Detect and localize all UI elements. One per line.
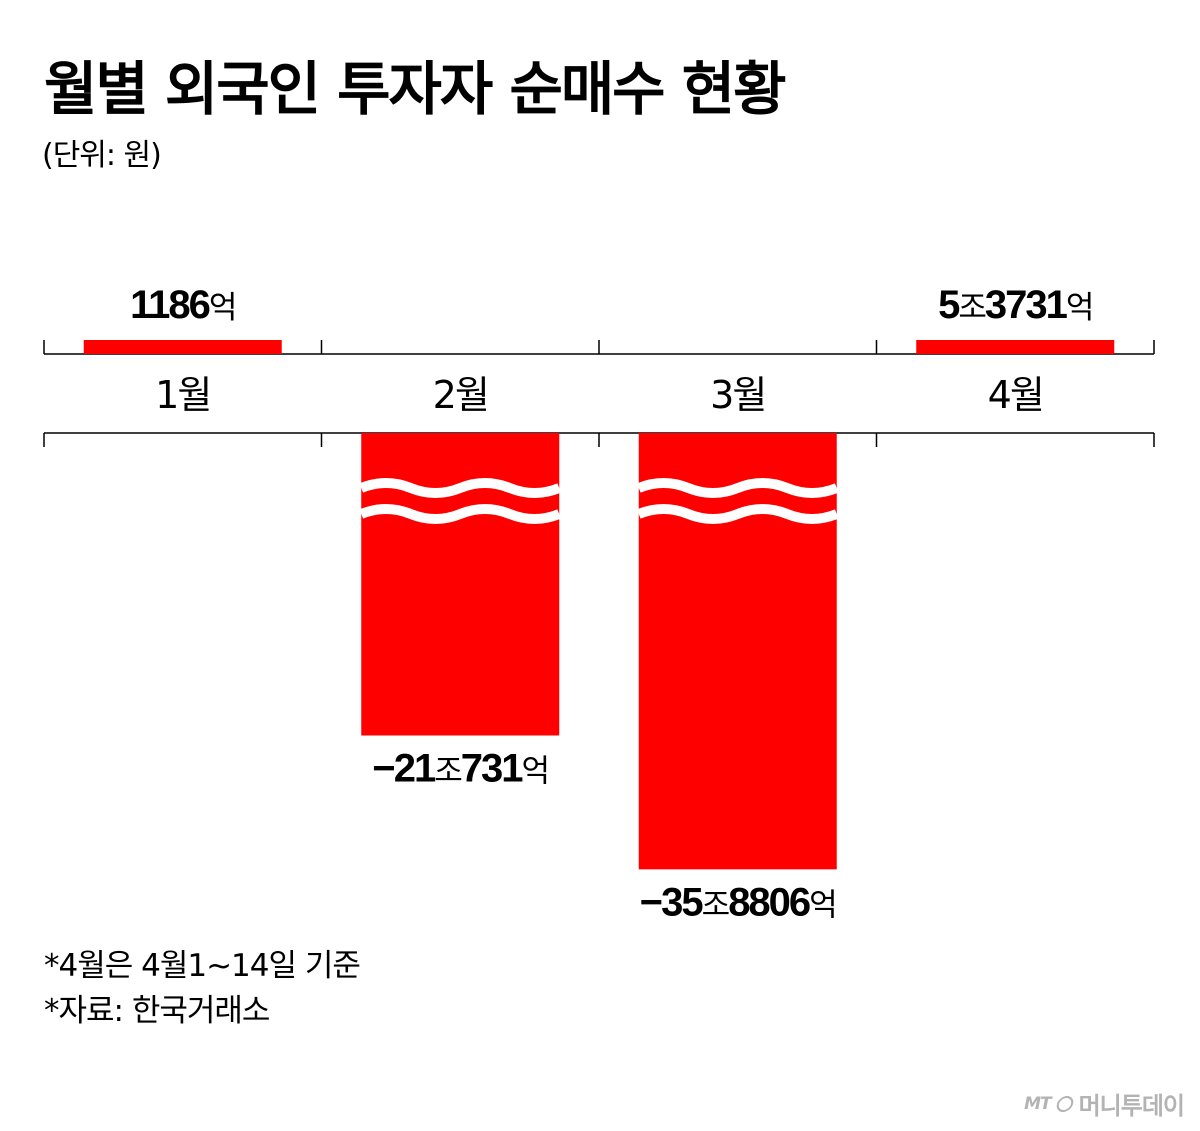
data-label-part: −35 — [640, 880, 704, 924]
data-label-part: 3731 — [985, 283, 1068, 327]
publisher-logo: MT 머니투데이 — [1024, 1086, 1185, 1121]
publisher-mark: MT — [1024, 1093, 1051, 1114]
data-label: 5조3731억 — [938, 283, 1092, 327]
period-note: *4월은 4월1~14일 기준 — [44, 948, 361, 984]
axis-break-mark — [636, 478, 839, 498]
unit-label: (단위: 원) — [42, 138, 162, 173]
data-label-part: 억 — [209, 290, 236, 325]
chart-title: 월별 외국인 투자자 순매수 현황 — [44, 55, 786, 123]
data-label-part: 조 — [958, 290, 985, 325]
data-label-part: 억 — [522, 754, 549, 789]
data-label-part: 억 — [809, 887, 836, 922]
data-label-part: −21 — [372, 747, 436, 791]
axis-break-mark — [359, 478, 562, 498]
data-label-part: 731 — [461, 747, 523, 791]
bar — [638, 433, 837, 870]
axis-break-mark — [636, 504, 839, 524]
data-label-part: 조 — [434, 754, 461, 789]
data-label-part: 억 — [1066, 290, 1093, 325]
data-label-part: 8806 — [728, 880, 810, 924]
data-label: −35조8806억 — [640, 880, 836, 924]
data-label-part: 5 — [938, 283, 960, 327]
axis-break-mark — [359, 504, 562, 524]
category-label: 1월 — [155, 373, 210, 417]
logo-ring-icon — [1054, 1095, 1075, 1112]
category-label: 3월 — [710, 373, 765, 417]
data-label-part: 1186 — [130, 283, 210, 327]
source-note: *자료: 한국거래소 — [44, 993, 270, 1029]
publisher-name: 머니투데이 — [1078, 1092, 1185, 1120]
bar — [83, 340, 282, 354]
category-label: 4월 — [988, 373, 1043, 417]
bar — [916, 340, 1115, 354]
data-label: 1186억 — [130, 283, 235, 327]
data-label: −21조731억 — [372, 747, 548, 791]
category-label: 2월 — [433, 373, 488, 417]
data-label-part: 조 — [702, 887, 729, 922]
